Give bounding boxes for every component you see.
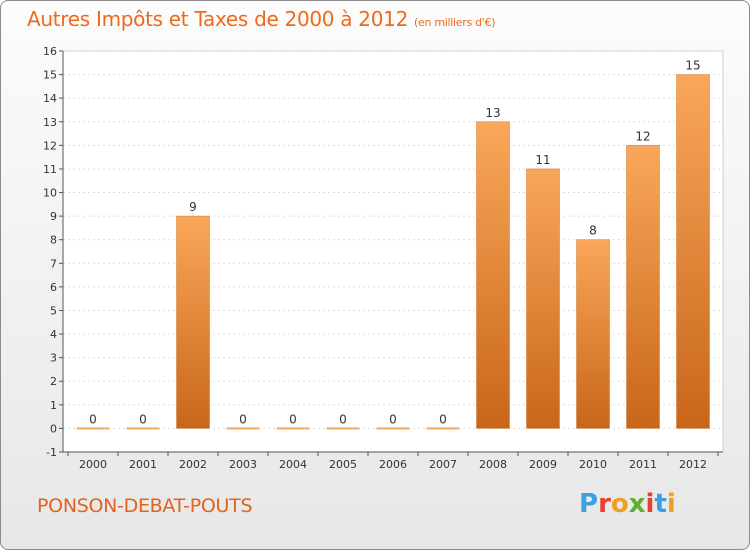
x-tick-label: 2012 [679,458,707,471]
bar-2010 [576,239,610,429]
bar-2009 [526,168,560,429]
bar-2005 [326,427,360,430]
y-tick-label: 2 [50,375,57,388]
y-tick-label: 3 [50,352,57,365]
y-tick-label: 11 [43,163,57,176]
data-label: 0 [89,412,97,426]
logo-letter: r [598,489,611,519]
x-tick-label: 2008 [479,458,507,471]
data-label: 8 [589,224,597,238]
bar-2002 [176,215,210,429]
bars: 0 0 9 0 0 0 0 0 13 11 8 12 15 [76,59,710,430]
bar-2001 [126,427,160,430]
x-tick-label: 2006 [379,458,407,471]
y-tick-label: -1 [46,446,57,459]
y-tick-label: 0 [50,422,57,435]
y-tick-label: 5 [50,304,57,317]
proxiti-logo: Proxiti [579,489,676,519]
y-tick-label: 8 [50,234,57,247]
x-tick-label: 2007 [429,458,457,471]
x-tick-label: 2005 [329,458,357,471]
data-label: 9 [189,200,197,214]
bar-2011 [626,145,660,429]
y-tick-label: 9 [50,210,57,223]
y-tick-label: 4 [50,328,57,341]
y-tick-label: 7 [50,257,57,270]
x-axis: 2000 2001 2002 2003 2004 2005 2006 2007 2008 2009… [63,451,723,471]
chart-title-text: Autres Impôts et Taxes de 2000 à 2012 [27,7,408,31]
bar-2008 [476,121,510,429]
logo-letter: i [666,489,676,519]
bar-2006 [376,427,410,430]
x-tick-label: 2004 [279,458,307,471]
x-tick-label: 2003 [229,458,257,471]
y-tick-label: 12 [43,139,57,152]
x-tick-label: 2009 [529,458,557,471]
y-tick-label: 6 [50,281,57,294]
chart-title: Autres Impôts et Taxes de 2000 à 2012 (en… [27,7,495,31]
logo-letter: P [579,489,599,519]
data-label: 0 [239,412,247,426]
data-label: 0 [389,412,397,426]
plot-area [62,50,724,453]
x-tick-label: 2011 [629,458,657,471]
y-tick-label: 16 [43,45,57,58]
logo-letter: x [628,489,646,519]
town-name: PONSON-DEBAT-POUTS [37,495,253,517]
data-label: 13 [485,106,500,120]
bar-2004 [276,427,310,430]
logo-letter: t [654,489,667,519]
data-label: 11 [535,153,550,167]
bar-2003 [226,427,260,430]
data-label: 15 [685,59,700,73]
y-tick-label: 1 [50,399,57,412]
x-tick-label: 2001 [129,458,157,471]
y-tick-label: 13 [43,116,57,129]
data-label: 0 [289,412,297,426]
x-tick-label: 2002 [179,458,207,471]
bar-2012 [676,74,710,429]
data-label: 12 [635,129,650,143]
logo-letter: o [610,489,629,519]
y-tick-label: 10 [43,187,57,200]
x-tick-label: 2000 [79,458,107,471]
data-label: 0 [339,412,347,426]
bar-2000 [76,427,110,430]
data-label: 0 [139,412,147,426]
chart-subtitle: (en milliers d'€) [414,16,496,29]
y-tick-label: 14 [43,92,57,105]
x-tick-label: 2010 [579,458,607,471]
data-label: 0 [439,412,447,426]
bar-2007 [426,427,460,430]
logo-letter: i [645,489,655,519]
y-tick-label: 15 [43,69,57,82]
